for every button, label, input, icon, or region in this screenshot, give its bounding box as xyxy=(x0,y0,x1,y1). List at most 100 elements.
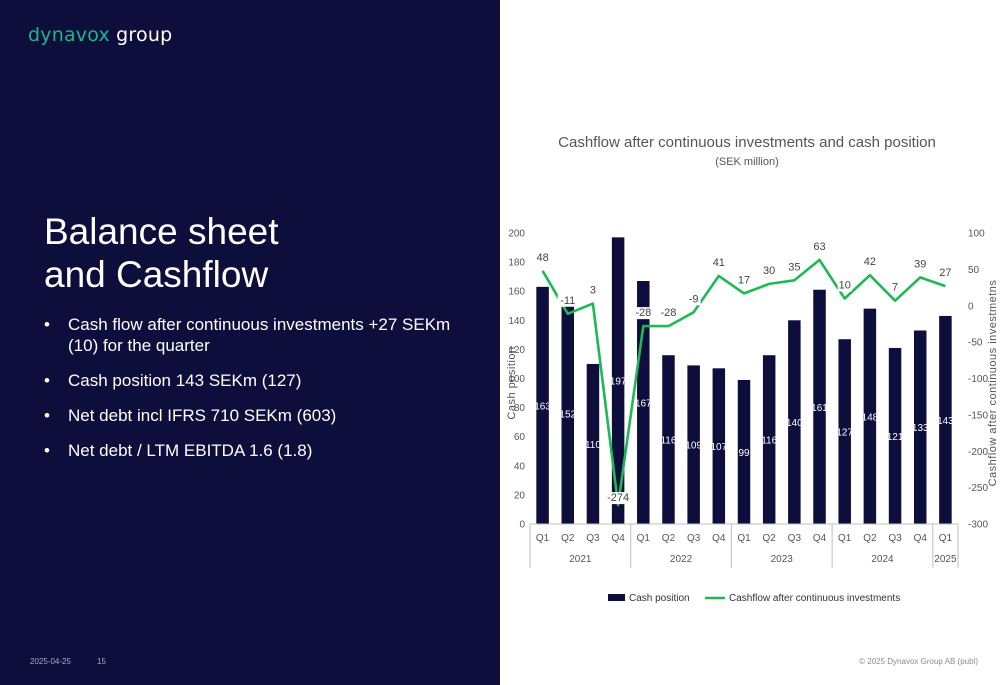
cashflow-label: 42 xyxy=(864,256,876,268)
cash-bar-label: 99 xyxy=(738,448,750,459)
x-year-label: 2023 xyxy=(771,554,794,565)
cashflow-chart: Cashflow after continuous investments an… xyxy=(506,134,999,604)
cashflow-label: 39 xyxy=(914,258,926,270)
cashflow-label: 48 xyxy=(536,252,548,264)
cash-bar xyxy=(712,368,726,524)
y-tick-label: 40 xyxy=(514,461,526,472)
cashflow-label-bg xyxy=(812,240,827,253)
cash-bar xyxy=(813,289,826,524)
slide-title-line1: Balance sheet xyxy=(44,211,279,252)
y-tick-label: 120 xyxy=(508,345,525,356)
x-tick-label: Q1 xyxy=(737,533,751,544)
cashflow-labels: 48 -11 3 -274 -28 -28 -9 41 17 30 35 63 10 42 7 39 27 xyxy=(535,240,953,505)
y-tick-label: 200 xyxy=(508,229,525,240)
cashflow-label-bg xyxy=(686,293,701,306)
cash-bar xyxy=(939,315,952,524)
cash-bar-label: 163 xyxy=(534,401,551,412)
cash-bar xyxy=(838,339,851,524)
cash-bar xyxy=(662,355,675,524)
cashflow-label-bg xyxy=(938,267,953,280)
x-tick-label: Q4 xyxy=(914,533,928,544)
x-year-label: 2024 xyxy=(871,554,894,565)
cashflow-polyline xyxy=(541,258,946,507)
cashflow-label-bg xyxy=(762,264,777,277)
cashflow-label-bg xyxy=(711,256,726,269)
cashflow-label: -28 xyxy=(635,307,651,319)
y2-tick-label: -50 xyxy=(968,338,983,349)
cash-bar xyxy=(611,237,625,525)
cashflow-label-bg xyxy=(913,258,928,271)
x-tick-label: Q2 xyxy=(863,533,877,544)
x-tick-label: Q1 xyxy=(939,533,953,544)
x-year-label: 2021 xyxy=(569,554,592,565)
cashflow-label: 35 xyxy=(788,261,800,273)
cashflow-label: 10 xyxy=(839,279,851,291)
cash-bar xyxy=(561,302,575,524)
cash-bar xyxy=(586,363,600,524)
cash-bar-label: 148 xyxy=(862,412,879,423)
x-tick-label: Q4 xyxy=(813,533,827,544)
cash-position-labels: 163 152 110 197 167 116 109 107 99 116 140 161 127 14… xyxy=(534,377,954,459)
bullet-item: Net debt / LTM EBITDA 1.6 (1.8) xyxy=(44,440,474,461)
cashflow-label-bg xyxy=(787,261,802,274)
x-year-label: 2025 xyxy=(934,554,957,565)
x-tick-label: Q4 xyxy=(611,533,625,544)
cash-bar-label: 107 xyxy=(710,442,727,453)
cashflow-label-bg xyxy=(658,307,679,320)
y2-tick-label: -300 xyxy=(968,520,988,531)
y2-tick-label: -100 xyxy=(968,374,988,385)
y-tick-label: 60 xyxy=(514,432,526,443)
y-tick-label: 140 xyxy=(508,316,525,327)
x-tick-label: Q3 xyxy=(888,533,902,544)
cash-bar-label: 152 xyxy=(559,409,576,420)
slide-title-line2: and Cashflow xyxy=(44,254,269,295)
cash-bar-label: 110 xyxy=(585,440,601,451)
cash-bar xyxy=(762,355,776,524)
x-year-label: 2022 xyxy=(670,554,693,565)
x-tick-label: Q2 xyxy=(561,533,575,544)
y2-tick-label: 100 xyxy=(968,229,985,240)
cash-bar xyxy=(863,308,877,524)
cash-bar xyxy=(913,330,927,524)
logo-suffix: group xyxy=(116,24,173,46)
y-tick-label: 100 xyxy=(508,374,525,385)
cash-bar xyxy=(536,286,549,524)
cash-bar-label: 161 xyxy=(811,403,828,414)
x-tick-label: Q2 xyxy=(763,533,777,544)
legend-bar-swatch xyxy=(608,594,625,601)
bullet-list: Cash flow after continuous investments +… xyxy=(44,314,474,475)
cash-bar-label: 133 xyxy=(912,423,929,434)
bullet-item: Cash position 143 SEKm (127) xyxy=(44,370,474,391)
cashflow-label: 3 xyxy=(590,285,596,297)
cash-bar-label: 127 xyxy=(836,428,853,439)
cash-bar-label: 116 xyxy=(761,436,777,447)
cashflow-label-bg xyxy=(633,307,654,320)
y2-tick-label: -250 xyxy=(968,483,988,494)
cashflow-label: 41 xyxy=(713,257,725,269)
cashflow-label-bg xyxy=(837,279,852,292)
cash-bar xyxy=(888,347,902,524)
x-tick-label: Q1 xyxy=(637,533,651,544)
cash-bar-label: 116 xyxy=(660,436,676,447)
copyright: © 2025 Dynavox Group AB (publ) xyxy=(859,657,978,666)
cash-bar xyxy=(687,365,700,524)
cashflow-label-bg xyxy=(535,251,550,264)
bullet-item: Net debt incl IFRS 710 SEKm (603) xyxy=(44,405,474,426)
footer-date: 2025-04-25 xyxy=(30,657,71,666)
y2-tick-label: 50 xyxy=(968,265,980,276)
cashflow-line xyxy=(541,258,946,507)
logo-brand: dynavox xyxy=(28,24,110,46)
cashflow-label: 30 xyxy=(763,265,775,277)
y2-tick-label: -150 xyxy=(968,410,988,421)
chart-legend: Cash position Cashflow after continuous i… xyxy=(608,593,900,604)
cash-bar-label: 197 xyxy=(610,377,627,388)
cashflow-label-bg xyxy=(557,294,578,307)
y-axis-right-ticks: -300 -250 -200 -150 -100 -50 0 50 100 xyxy=(968,229,988,531)
cash-bar-label: 109 xyxy=(685,441,702,452)
page-number: 15 xyxy=(97,657,106,666)
cashflow-label-bg xyxy=(737,274,751,287)
y-axis-left-label: Cash position xyxy=(506,346,518,419)
y-axis-left-label-group: Cash position xyxy=(506,346,518,419)
y2-tick-label: -200 xyxy=(968,447,988,458)
cash-bar-label: 140 xyxy=(786,418,803,429)
